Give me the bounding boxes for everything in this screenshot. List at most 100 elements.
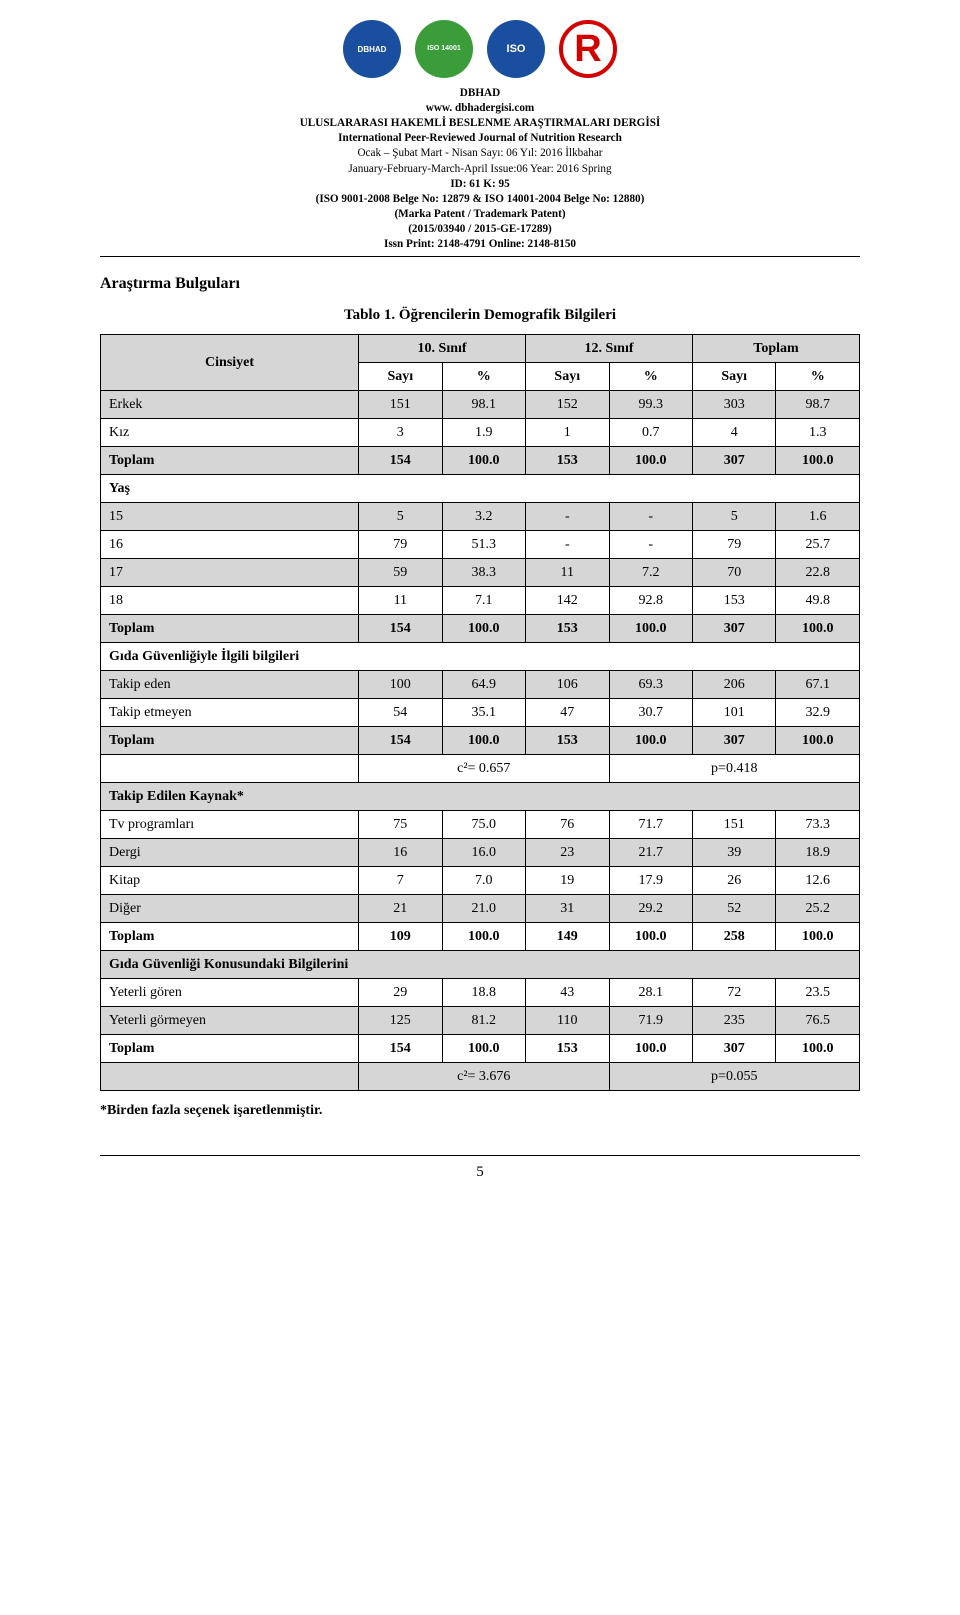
stat-chi: c²= 3.676 [359, 1063, 609, 1091]
cell-value: 109 [359, 923, 442, 951]
header-url: www. dbhadergisi.com [100, 101, 860, 116]
cell-value: 100.0 [776, 1035, 860, 1063]
cell-value: 43 [526, 979, 609, 1007]
th-pct-1: % [442, 363, 525, 391]
cell-value: 25.7 [776, 531, 860, 559]
cell-value: 153 [526, 447, 609, 475]
header-journal-en: International Peer-Reviewed Journal of N… [100, 131, 860, 146]
cell-value: 100.0 [609, 923, 692, 951]
logo-r-label: R [574, 28, 601, 71]
cell-value: 1.3 [776, 419, 860, 447]
table-row: Toplam154100.0153100.0307100.0 [101, 1035, 860, 1063]
row-label: Takip etmeyen [101, 699, 359, 727]
row-label: Toplam [101, 923, 359, 951]
th-cinsiyet: Cinsiyet [101, 335, 359, 391]
table-row: 167951.3--7925.7 [101, 531, 860, 559]
footer-divider [100, 1155, 860, 1156]
table-row: Yaş [101, 475, 860, 503]
header-issue-en: January-February-March-April Issue:06 Ye… [100, 162, 860, 177]
cell-value: 151 [693, 811, 776, 839]
table-row: Diğer2121.03129.25225.2 [101, 895, 860, 923]
cell-value: 21 [359, 895, 442, 923]
th-sinif12: 12. Sınıf [526, 335, 693, 363]
cell-value: 1.6 [776, 503, 860, 531]
stat-chi: c²= 0.657 [359, 755, 609, 783]
table-row: 18117.114292.815349.8 [101, 587, 860, 615]
cell-value: 49.8 [776, 587, 860, 615]
header-id: ID: 61 K: 95 [100, 177, 860, 192]
cell-value: 23 [526, 839, 609, 867]
header-divider [100, 256, 860, 257]
cell-value: 100.0 [776, 923, 860, 951]
header-block: DBHAD www. dbhadergisi.com ULUSLARARASI … [100, 86, 860, 252]
cell-value: 151 [359, 391, 442, 419]
row-label: Tv programları [101, 811, 359, 839]
cell-value: 154 [359, 1035, 442, 1063]
cell-value: 98.1 [442, 391, 525, 419]
table-title: Tablo 1. Öğrencilerin Demografik Bilgile… [100, 307, 860, 324]
cell-value: - [526, 503, 609, 531]
row-label: Diğer [101, 895, 359, 923]
cell-value: 100 [359, 671, 442, 699]
cell-value: 100.0 [609, 727, 692, 755]
table-row: Erkek15198.115299.330398.7 [101, 391, 860, 419]
demographics-table: Cinsiyet 10. Sınıf 12. Sınıf Toplam Sayı… [100, 334, 860, 1091]
cell-value: 1.9 [442, 419, 525, 447]
cell-value: 3 [359, 419, 442, 447]
cell-value: 70 [693, 559, 776, 587]
row-label: Toplam [101, 1035, 359, 1063]
cell-value: 153 [693, 587, 776, 615]
cell-value: 67.1 [776, 671, 860, 699]
header-patent-no: (2015/03940 / 2015-GE-17289) [100, 222, 860, 237]
logo-iso-label: ISO [507, 43, 526, 55]
cell-value: 51.3 [442, 531, 525, 559]
section-title: Araştırma Bulguları [100, 275, 860, 293]
th-toplam: Toplam [693, 335, 860, 363]
cell-value: 71.7 [609, 811, 692, 839]
table-row: Kız31.910.741.3 [101, 419, 860, 447]
logo-registered-icon: R [559, 20, 617, 78]
header-issue-tr: Ocak – Şubat Mart - Nisan Sayı: 06 Yıl: … [100, 146, 860, 161]
cell-value: 16.0 [442, 839, 525, 867]
cell-value: 75 [359, 811, 442, 839]
cell-value: 307 [693, 447, 776, 475]
row-label [101, 1063, 359, 1091]
cell-value: 206 [693, 671, 776, 699]
cell-value: 18.8 [442, 979, 525, 1007]
cell-value: 69.3 [609, 671, 692, 699]
cell-value: - [526, 531, 609, 559]
logo-dbhad-icon: DBHAD [343, 20, 401, 78]
cell-value: 153 [526, 615, 609, 643]
cell-value: 100.0 [776, 615, 860, 643]
cell-value: 29 [359, 979, 442, 1007]
cell-value: 307 [693, 1035, 776, 1063]
table-row: Takip eden10064.910669.320667.1 [101, 671, 860, 699]
cell-value: 72 [693, 979, 776, 1007]
th-pct-2: % [609, 363, 692, 391]
table-row: Toplam154100.0153100.0307100.0 [101, 447, 860, 475]
cell-value: 79 [693, 531, 776, 559]
row-label: Dergi [101, 839, 359, 867]
cell-value: 7 [359, 867, 442, 895]
cell-value: 4 [693, 419, 776, 447]
cell-value: 307 [693, 727, 776, 755]
row-label: Toplam [101, 447, 359, 475]
cell-value: 21.0 [442, 895, 525, 923]
cell-value: - [609, 503, 692, 531]
cell-value: 23.5 [776, 979, 860, 1007]
cell-value: 0.7 [609, 419, 692, 447]
cell-value: 235 [693, 1007, 776, 1035]
cell-value: 19 [526, 867, 609, 895]
cell-value: 100.0 [442, 447, 525, 475]
table-row: Yeterli görmeyen12581.211071.923576.5 [101, 1007, 860, 1035]
row-label: Erkek [101, 391, 359, 419]
cell-value: 152 [526, 391, 609, 419]
cell-value: 100.0 [442, 1035, 525, 1063]
cell-value: 106 [526, 671, 609, 699]
cell-value: 154 [359, 447, 442, 475]
table-row: Toplam154100.0153100.0307100.0 [101, 727, 860, 755]
table-row: c²= 3.676p=0.055 [101, 1063, 860, 1091]
footnote: *Birden fazla seçenek işaretlenmiştir. [100, 1103, 860, 1119]
cell-value: 100.0 [776, 727, 860, 755]
section-label: Yaş [101, 475, 860, 503]
